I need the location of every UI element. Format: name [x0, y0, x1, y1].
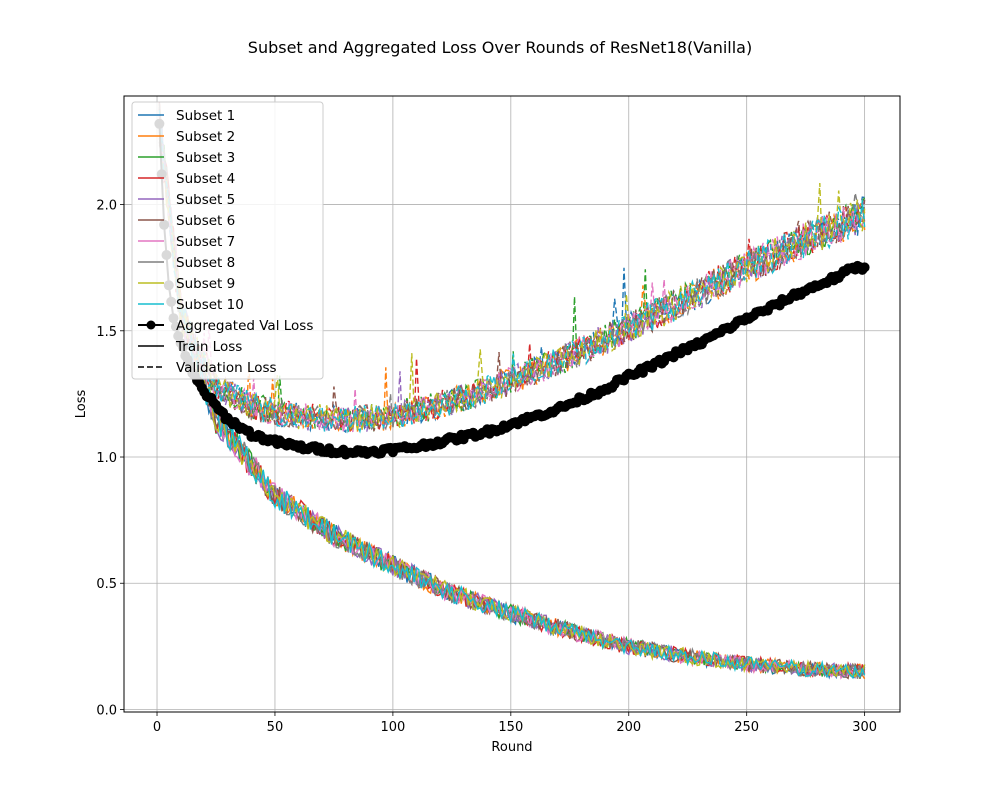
legend-label-subset-10: Subset 10: [176, 297, 244, 313]
y-tick-label: 1.5: [96, 325, 117, 340]
legend-box: [131, 101, 324, 380]
legend-label-validation: Validation Loss: [176, 360, 277, 376]
aggregated-val-loss-series: [154, 118, 870, 460]
y-tick-label: 0.0: [96, 703, 117, 718]
legend-label-subset-4: Subset 4: [176, 171, 235, 187]
x-tick-label: 0: [153, 720, 161, 735]
y-tick-label: 1.0: [96, 451, 117, 466]
legend-label-subset-2: Subset 2: [176, 129, 235, 145]
train-loss-line-subset-10: [158, 120, 866, 680]
axis-ticks: 0 50 100 150 200 250 300 0.0 0.5 1.0 1.5 2.0: [96, 199, 877, 735]
val-loss-line-subset-10: [158, 109, 866, 434]
legend-label-subset-3: Subset 3: [176, 150, 235, 166]
legend-label-train: Train Loss: [175, 339, 242, 355]
legend-label-subset-8: Subset 8: [176, 255, 235, 271]
x-tick-label: 100: [380, 720, 405, 735]
legend-label-subset-6: Subset 6: [176, 213, 235, 229]
validation-loss-lines: [158, 103, 866, 435]
x-tick-label: 50: [267, 720, 284, 735]
legend-label-subset-5: Subset 5: [176, 192, 235, 208]
legend-label-subset-7: Subset 7: [176, 234, 235, 250]
legend-label-aggregated: Aggregated Val Loss: [176, 318, 313, 334]
x-tick-label: 300: [852, 720, 877, 735]
chart-title: Subset and Aggregated Loss Over Rounds o…: [248, 38, 752, 57]
aggregated-val-loss-point: [859, 262, 870, 273]
legend-label-subset-9: Subset 9: [176, 276, 235, 292]
legend-marker-aggregated: [146, 320, 156, 330]
x-tick-label: 200: [616, 720, 641, 735]
x-tick-label: 150: [498, 720, 523, 735]
y-axis-label: Loss: [74, 390, 89, 419]
train-loss-lines: [158, 102, 866, 680]
y-tick-label: 0.5: [96, 577, 117, 592]
y-tick-label: 2.0: [96, 199, 117, 214]
legend-label-subset-1: Subset 1: [176, 108, 235, 124]
plot-frame: [123, 95, 901, 713]
legend: Subset 1 Subset 2 Subset 3 Subset 4 Subset 5…: [131, 101, 324, 380]
x-axis-label: Round: [491, 740, 532, 755]
val-loss-line-subset-6: [158, 141, 866, 432]
x-tick-label: 250: [734, 720, 759, 735]
